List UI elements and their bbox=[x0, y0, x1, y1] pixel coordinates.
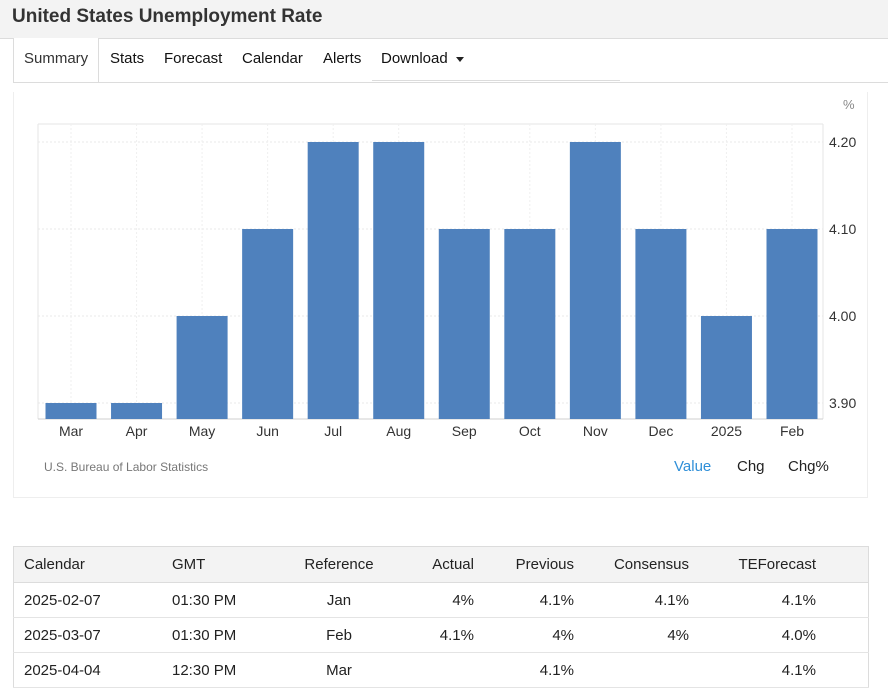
calendar-header-row: Calendar GMT Reference Actual Previous C… bbox=[13, 546, 869, 583]
cell-reference: Feb bbox=[284, 617, 394, 653]
bar-dec bbox=[635, 229, 687, 419]
bar-mar bbox=[45, 403, 97, 419]
cell-reference: Mar bbox=[284, 652, 394, 688]
y-tick-label: 4.00 bbox=[829, 308, 856, 324]
tab-download[interactable]: Download bbox=[381, 38, 464, 80]
cell-date: 2025-03-07 bbox=[13, 617, 152, 653]
col-previous: Previous bbox=[474, 546, 574, 583]
x-tick-label: 2025 bbox=[711, 423, 742, 439]
y-unit-label: % bbox=[843, 97, 855, 112]
x-tick-label: Nov bbox=[583, 423, 608, 439]
y-tick-label: 4.20 bbox=[829, 134, 856, 150]
cell-teforecast: 4.0% bbox=[689, 617, 869, 653]
bar-aug bbox=[373, 142, 425, 419]
bar-sep bbox=[438, 229, 490, 419]
cell-gmt: 01:30 PM bbox=[152, 582, 284, 618]
table-row: 2025-03-07 01:30 PM Feb 4.1% 4% 4% 4.0% bbox=[13, 617, 869, 653]
cell-consensus: 4.1% bbox=[574, 582, 689, 618]
chart-panel bbox=[13, 92, 868, 498]
cell-actual bbox=[394, 652, 474, 688]
cell-consensus: 4% bbox=[574, 617, 689, 653]
y-tick-label: 4.10 bbox=[829, 221, 856, 237]
title-bar: United States Unemployment Rate bbox=[0, 0, 888, 39]
y-tick-label: 3.90 bbox=[829, 395, 856, 411]
cell-gmt: 12:30 PM bbox=[152, 652, 284, 688]
cell-teforecast: 4.1% bbox=[689, 582, 869, 618]
bar-oct bbox=[504, 229, 556, 419]
calendar-table: Calendar GMT Reference Actual Previous C… bbox=[13, 546, 869, 688]
bar-may bbox=[176, 316, 228, 419]
cell-reference: Jan bbox=[284, 582, 394, 618]
cell-teforecast: 4.1% bbox=[689, 652, 869, 688]
unemployment-bar-chart: 3.90 4.00 4.10 4.20% Mar Apr May Jun Jul Aug Sep Oc… bbox=[37, 97, 857, 439]
toggle-chg[interactable]: Chg bbox=[737, 458, 765, 475]
col-actual: Actual bbox=[394, 546, 474, 583]
cell-gmt: 01:30 PM bbox=[152, 617, 284, 653]
tab-summary[interactable]: Summary bbox=[14, 38, 100, 82]
x-tick-label: Apr bbox=[126, 423, 148, 439]
cell-actual: 4% bbox=[394, 582, 474, 618]
chart-labels: 3.90 4.00 4.10 4.20% Mar Apr May Jun Jul Aug Sep Oc… bbox=[59, 97, 857, 439]
cell-date: 2025-02-07 bbox=[13, 582, 152, 618]
page-title: United States Unemployment Rate bbox=[12, 6, 323, 27]
bar-2025 bbox=[700, 316, 752, 419]
x-tick-label: Aug bbox=[386, 423, 411, 439]
tab-download-label: Download bbox=[381, 50, 448, 67]
col-consensus: Consensus bbox=[574, 546, 689, 583]
bar-feb bbox=[766, 229, 818, 419]
tab-bar: Summary Stats Forecast Calendar Alerts D… bbox=[13, 38, 888, 83]
col-gmt: GMT bbox=[152, 546, 284, 583]
x-tick-label: Feb bbox=[780, 423, 804, 439]
x-tick-label: Jul bbox=[324, 423, 342, 439]
x-tick-label: Dec bbox=[648, 423, 673, 439]
tab-underline bbox=[372, 80, 620, 81]
x-tick-label: Sep bbox=[452, 423, 477, 439]
x-tick-label: Jun bbox=[256, 423, 279, 439]
tab-alerts[interactable]: Alerts bbox=[323, 50, 362, 67]
x-tick-label: May bbox=[189, 423, 215, 439]
cell-previous: 4% bbox=[474, 617, 574, 653]
col-teforecast: TEForecast bbox=[689, 546, 869, 583]
tab-forecast[interactable]: Forecast bbox=[164, 50, 223, 67]
cell-previous: 4.1% bbox=[474, 582, 574, 618]
table-row: 2025-04-04 12:30 PM Mar 4.1% 4.1% bbox=[13, 652, 869, 688]
table-row: 2025-02-07 01:30 PM Jan 4% 4.1% 4.1% 4.1… bbox=[13, 582, 869, 618]
bar-jul bbox=[307, 142, 359, 419]
cell-actual: 4.1% bbox=[394, 617, 474, 653]
tab-calendar[interactable]: Calendar bbox=[242, 50, 303, 67]
bar-nov bbox=[569, 142, 621, 419]
chart-source: U.S. Bureau of Labor Statistics bbox=[44, 460, 209, 474]
cell-date: 2025-04-04 bbox=[13, 652, 152, 688]
bar-apr bbox=[111, 403, 163, 419]
toggle-value[interactable]: Value bbox=[674, 458, 712, 475]
chart-bars bbox=[45, 142, 818, 419]
cell-previous: 4.1% bbox=[474, 652, 574, 688]
col-calendar: Calendar bbox=[13, 546, 152, 583]
x-tick-label: Mar bbox=[59, 423, 83, 439]
caret-down-icon bbox=[455, 56, 464, 62]
toggle-chg-percent[interactable]: Chg% bbox=[788, 458, 829, 475]
col-reference: Reference bbox=[284, 546, 394, 583]
cell-consensus bbox=[574, 652, 689, 688]
tab-stats[interactable]: Stats bbox=[110, 50, 145, 67]
bar-jun bbox=[242, 229, 294, 419]
x-tick-label: Oct bbox=[519, 423, 541, 439]
